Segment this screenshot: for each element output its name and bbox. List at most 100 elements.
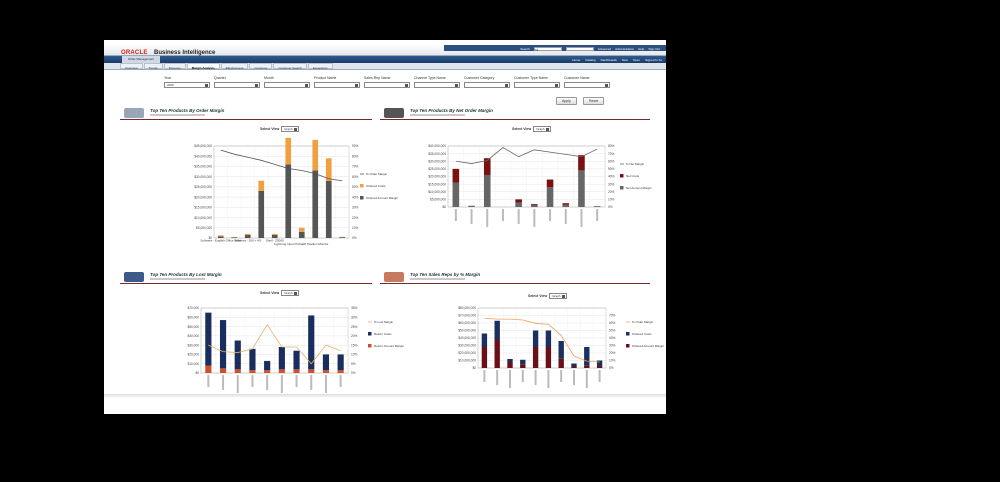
bar-return-costs [337,354,344,371]
bar-ordered-amount-margin [596,366,603,368]
select-view-dropdown[interactable]: Graph [281,126,300,132]
dashboard-tab[interactable]: Order Management [122,56,161,63]
tab-margin-analysis[interactable]: Margin Analysis [186,63,220,70]
link-help[interactable]: Help [638,47,645,51]
link-administration[interactable]: Administration [615,47,635,51]
select-view-label: Select View [260,291,280,295]
y-tick-label: $15,000,000 [194,206,212,210]
nav-catalog[interactable]: Catalog [585,57,596,62]
customer-type-name-select[interactable] [514,82,560,88]
y-tick-label: $5,000,000 [196,226,212,230]
y-tick-label: $35,000,000 [428,152,446,156]
chart-subtitle [410,114,465,116]
legend-label: % Lost Margin [374,320,394,324]
bar-ordered-amount-margin [571,366,577,368]
link-advanced[interactable]: Advanced [597,47,612,51]
filter-label: Sales Rep Name [364,76,391,80]
x-tick-label-blurred [585,370,588,388]
y-tick-label: $30,000,000 [194,175,212,179]
nav-dashboards[interactable]: Dashboards [600,57,617,62]
y2-tick-label: 70% [608,152,615,156]
y-tick-label: $70,000 [187,306,199,310]
select-view: Select View Graph [528,293,568,299]
legend-swatch [626,332,630,336]
bar-ordered-costs [258,180,265,191]
y2-tick-label: 20% [609,351,616,355]
filter-quarter: Quarter [214,76,260,88]
bar-net-costs [515,199,522,203]
apply-button[interactable]: Apply [556,97,577,105]
y-tick-label: $0 [442,205,446,209]
y2-tick-label: 80% [352,154,359,158]
legend-swatch [360,184,364,188]
bar-ordered-amount-margin [271,234,278,238]
customer-category-select[interactable] [464,82,510,88]
bar-return-costs [322,354,330,371]
x-tick-label-blurred [580,209,583,227]
nav-home[interactable]: Home [572,57,581,62]
bar-return-costs [264,360,271,371]
search-input[interactable] [565,47,594,51]
customer-name-select[interactable] [564,82,610,88]
y2-tick-label: 30% [352,206,359,210]
year-select[interactable]: 2009 [164,82,210,88]
tab-customer[interactable]: Customer [249,63,273,70]
month-select[interactable] [264,82,310,88]
bar-return-costs [278,347,285,370]
quarter-select[interactable] [214,82,260,88]
tab-exceptions[interactable]: Exceptions [307,63,333,70]
reset-button[interactable]: Reset [583,97,605,105]
bar-net-amount-margin [468,206,475,207]
bar-ordered-costs [271,233,278,235]
y-tick-label: $50,000,000 [458,329,476,333]
bar-net-costs [562,203,570,205]
bi-dashboard-window: ORACLE Business Intelligence Search All … [104,40,666,414]
bar-return-costs [205,312,212,366]
sales-rep-name-select[interactable] [364,82,410,88]
nav-new[interactable]: New [621,57,628,62]
x-tick-label: Wireless - 300 + 4G [234,239,261,243]
tab-revenue[interactable]: Revenue [163,63,186,70]
filter-channel-type-name: Channel Type Name [414,76,460,88]
y2-tick-label: 25% [351,325,358,329]
bar-ordered-amount-margin [231,237,238,238]
tab-effectiveness[interactable]: Effectiveness [220,63,249,70]
nav-open[interactable]: Open [632,57,641,62]
oracle-logo: ORACLE [121,50,148,56]
tab-customer-search[interactable]: Customer Search [273,63,307,70]
x-tick-label-blurred [596,209,599,221]
search-scope-select[interactable]: All [533,47,562,52]
y-tick-label: $0 [472,366,476,370]
plot-area [213,145,350,239]
bar-return-amount-margin [308,369,315,373]
legend-swatch [360,196,364,200]
x-tick-label-blurred [454,209,457,221]
bar-return-amount-margin [234,369,241,373]
bar-return-amount-margin [293,369,300,373]
select-view-dropdown[interactable]: Graph [533,126,552,132]
bar-ordered-costs [481,333,488,347]
tab-trends[interactable]: Trends [143,63,163,70]
select-view-dropdown[interactable]: Graph [281,290,300,296]
bar-ordered-costs [298,227,305,232]
bar-ordered-costs [532,330,539,347]
x-tick-label-blurred [521,370,524,382]
search-label: Search [520,47,530,51]
product-name-select[interactable] [314,82,360,88]
x-tick-label-blurred [251,375,254,387]
bar-ordered-amount-margin [507,362,513,368]
x-tick-label-blurred [222,375,225,390]
select-view-dropdown[interactable]: Graph [549,293,568,299]
y2-tick-label: 50% [609,329,616,333]
nav-signed-in[interactable]: Signed In As [645,57,662,62]
channel-type-name-select[interactable] [414,82,460,88]
report-icon [384,108,404,118]
y-tick-label: $20,000 [187,353,199,357]
filter-label: Product Name [314,76,337,80]
legend-swatch [368,344,372,348]
prompt-filters: Year 2009 Quarter Month Product Name Sales Re… [164,76,610,88]
bar-ordered-amount-margin [298,231,305,238]
y-tick-label: $15,000,000 [428,182,446,186]
link-sign-out[interactable]: Sign Out [648,47,660,51]
tab-overview[interactable]: Overview [120,63,143,70]
